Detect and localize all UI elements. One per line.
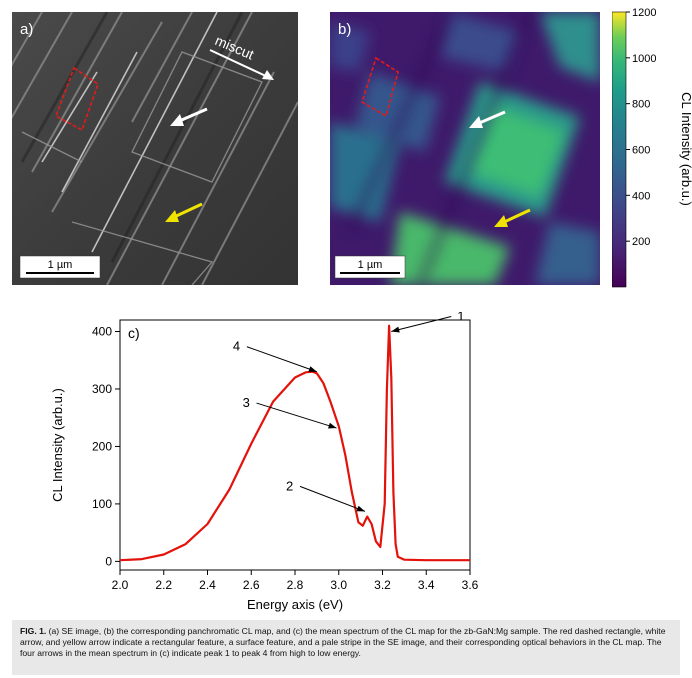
- spectrum-line: [119, 324, 470, 562]
- colorbar-tick-label: 1200: [632, 8, 656, 19]
- x-tick-label: 3.6: [462, 578, 479, 592]
- x-tick-label: 2.4: [199, 578, 216, 592]
- colorbar-tick-label: 1000: [632, 53, 656, 65]
- yellow-arrow: [494, 208, 531, 227]
- y-tick-label: 400: [92, 324, 112, 338]
- caption-text: (a) SE image, (b) the corresponding panc…: [20, 626, 666, 659]
- plot-frame: [119, 319, 471, 571]
- white-arrow: [469, 110, 506, 128]
- x-tick-label: 3.4: [418, 578, 435, 592]
- cl-map: 1 µm b): [330, 12, 600, 285]
- x-tick-label: 3.0: [330, 578, 347, 592]
- y-tick-label: 200: [92, 439, 112, 453]
- x-tick-label: 2.2: [155, 578, 172, 592]
- peak-arrow: [391, 316, 452, 332]
- y-tick-label: 300: [92, 382, 112, 396]
- y-tick-label: 0: [105, 554, 112, 568]
- peak-label: 2: [286, 478, 293, 493]
- x-tick-label: 2.8: [287, 578, 304, 592]
- peak-arrow: [246, 346, 318, 373]
- panel-b-label: b): [338, 21, 351, 38]
- yellow-arrow: [165, 202, 203, 222]
- peak-arrow: [299, 485, 366, 512]
- panel-a-label: a): [20, 21, 33, 38]
- colorbar-gradient: [611, 11, 627, 288]
- white-arrow: [170, 107, 208, 126]
- y-axis-label: CL Intensity (arb.u.): [50, 388, 65, 502]
- rectangular-feature-marker: [361, 56, 399, 118]
- caption-lead: FIG. 1.: [20, 626, 47, 636]
- colorbar-tick-label: 600: [632, 145, 650, 157]
- cl-map-panel: 1 µm b): [330, 12, 600, 285]
- colorbar-ticks: 1200 1000 800 600 400 200: [626, 7, 656, 248]
- peak-arrowhead: [328, 422, 337, 429]
- colorbar: 1200 1000 800 600 400 200 CL Intensity (arb.u…: [611, 7, 692, 293]
- scalebar-label: 1 µm: [358, 259, 383, 271]
- peak-label: 4: [233, 339, 240, 354]
- x-axis-label: Energy axis (eV): [247, 597, 343, 612]
- spectrum-svg: 2.0 2.2 2.4 2.6 2.8 3.0 3.2 3.4 3.6 0 100 200 300 40…: [50, 308, 479, 612]
- colorbar-tick-label: 400: [632, 190, 650, 202]
- se-image: miscut 1 µm a): [12, 12, 298, 285]
- peak-label: 3: [243, 395, 250, 410]
- panel-c-label: c): [128, 325, 140, 341]
- scalebar-label: 1 µm: [48, 259, 73, 271]
- figure-caption: FIG. 1. (a) SE image, (b) the correspond…: [12, 620, 680, 675]
- peak-label: 1: [457, 312, 464, 323]
- peak-arrowhead: [308, 366, 317, 372]
- y-tick-label: 100: [92, 497, 112, 511]
- x-tick-label: 2.0: [112, 578, 129, 592]
- se-image-panel: miscut 1 µm a): [12, 12, 298, 285]
- x-tick-label: 3.2: [374, 578, 391, 592]
- colorbar-tick-label: 800: [632, 99, 650, 111]
- rectangular-feature-marker: [55, 66, 99, 132]
- peak-arrow: [256, 402, 337, 429]
- peak-arrowhead: [391, 326, 400, 333]
- miscut-arrow: [209, 49, 274, 80]
- peak-arrowhead: [356, 505, 365, 512]
- x-tick-label: 2.6: [243, 578, 260, 592]
- colorbar-label: CL Intensity (arb.u.): [679, 92, 692, 206]
- spectrum-chart: 2.0 2.2 2.4 2.6 2.8 3.0 3.2 3.4 3.6 0 100 200 300 40…: [40, 308, 485, 614]
- colorbar-tick-label: 200: [632, 236, 650, 248]
